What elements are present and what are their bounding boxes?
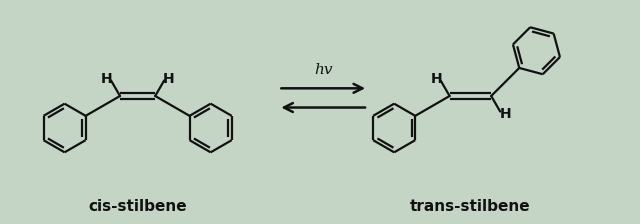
Text: H: H (163, 71, 175, 86)
Text: trans-stilbene: trans-stilbene (410, 199, 531, 213)
Text: H: H (430, 71, 442, 86)
Text: H: H (100, 71, 113, 86)
Text: cis-stilbene: cis-stilbene (88, 199, 187, 213)
Text: H: H (499, 107, 511, 121)
Text: hv: hv (314, 63, 332, 78)
